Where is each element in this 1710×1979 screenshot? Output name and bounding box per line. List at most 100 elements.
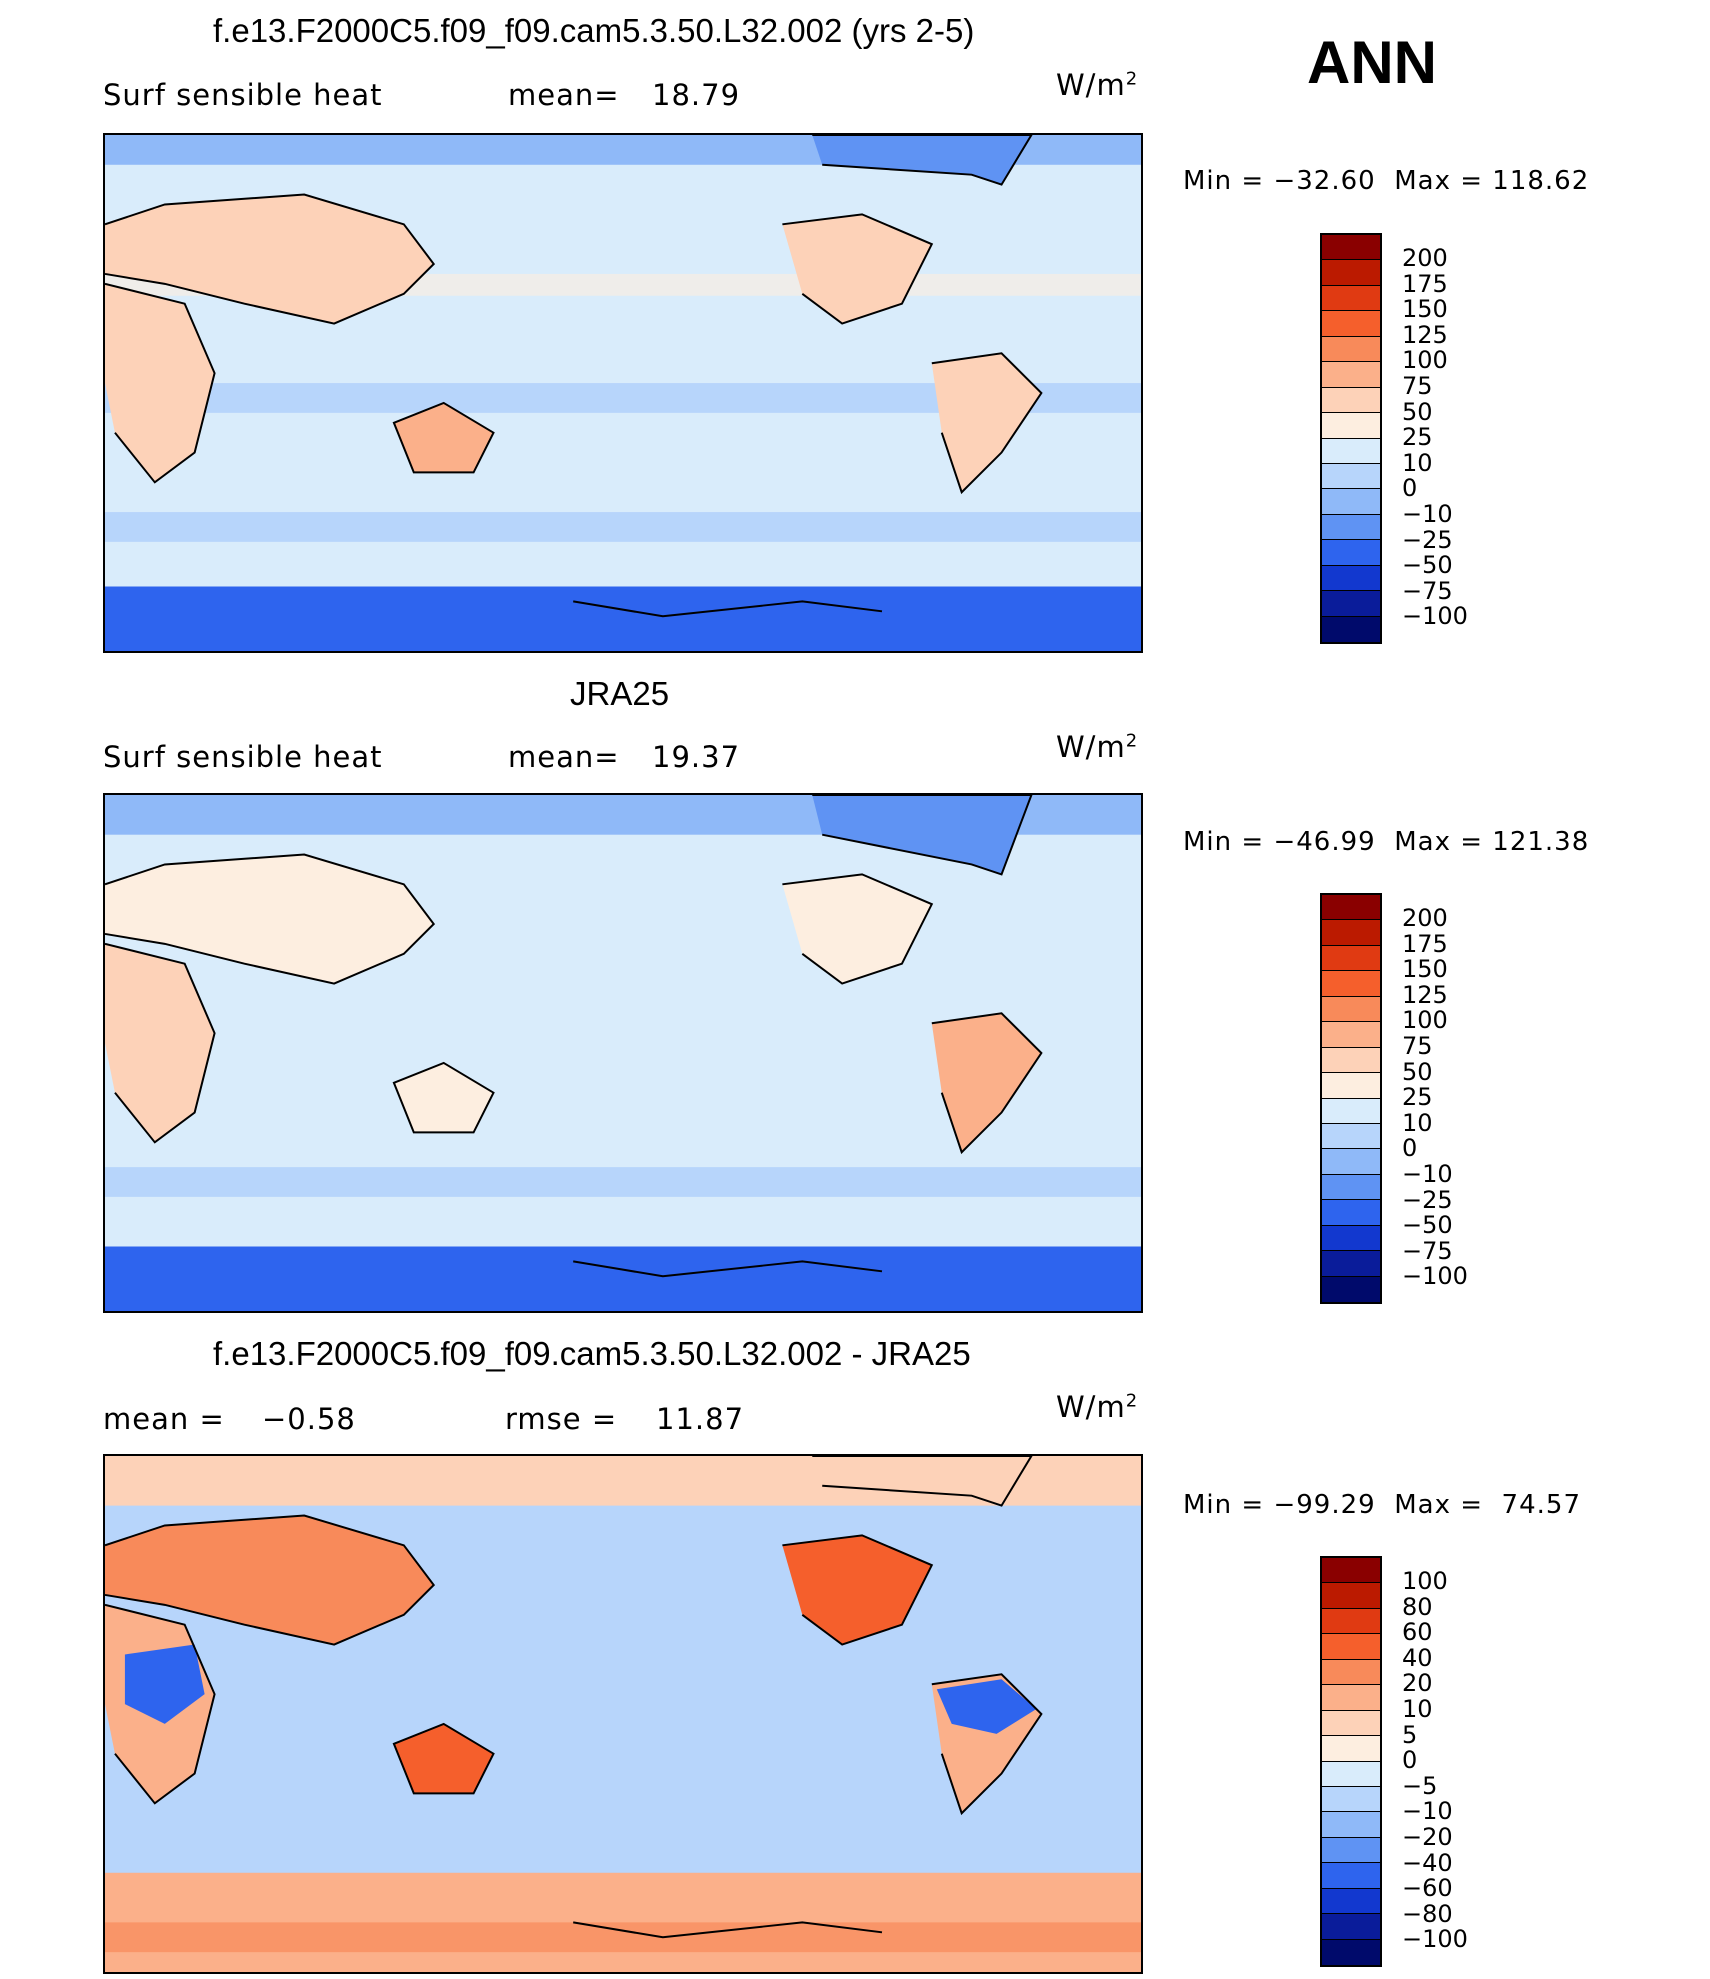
colorbar-swatch [1322,1174,1380,1201]
colorbar-swatch [1322,285,1380,312]
colorbar-swatch [1322,1225,1380,1252]
panel2-variable-label: Surf sensible heat [103,740,383,774]
colorbar-swatch [1322,1251,1380,1277]
colorbar-swatch [1322,616,1380,642]
panel1-colorbar-labels: 200 175 150 125 100 75 50 25 10 0 −10 −25 −50 −75 −100 [1402,244,1468,630]
panel3-colorbar [1320,1556,1382,1967]
colorbar-swatch [1322,1047,1380,1074]
colorbar-swatch [1322,1710,1380,1737]
colorbar-swatch [1322,1200,1380,1226]
colorbar-tick-label: 125 [1402,320,1448,349]
colorbar-tick-label: 100 [1402,346,1448,375]
colorbar-swatch [1322,895,1380,921]
colorbar-tick-label: −10 [1402,1797,1453,1826]
colorbar-tick-label: −25 [1402,525,1453,554]
panel2-mean-label: mean= [508,740,620,774]
colorbar-swatch [1322,1149,1380,1175]
panel2-units: W/m2 [1056,730,1139,764]
panel2-mean-value: 19.37 [652,740,741,774]
colorbar-swatch [1322,1685,1380,1711]
colorbar-tick-label: −50 [1402,1211,1453,1240]
colorbar-swatch [1322,971,1380,997]
colorbar-tick-label: 0 [1402,474,1418,503]
season-label: ANN [1307,29,1437,96]
panel1-mean-value: 18.79 [652,78,741,112]
panel3-min-max: Min = −99.29 Max = 74.57 [1183,1490,1581,1520]
colorbar-tick-label: 100 [1402,1567,1448,1595]
colorbar-tick-label: 200 [1402,904,1448,932]
colorbar-tick-label: −20 [1402,1822,1453,1851]
colorbar-swatch [1322,1812,1380,1838]
colorbar-swatch [1322,514,1380,541]
panel3-title: f.e13.F2000C5.f09_f09.cam5.3.50.L32.002 … [213,1335,971,1372]
colorbar-swatch [1322,463,1380,490]
colorbar-tick-label: 60 [1402,1618,1433,1647]
colorbar-tick-label: 25 [1402,423,1433,452]
panel1-mean-label: mean= [508,78,620,112]
panel3-map [103,1454,1143,1974]
colorbar-tick-label: 10 [1402,1108,1433,1137]
colorbar-tick-label: 0 [1402,1134,1418,1163]
panel3-units: W/m2 [1056,1390,1139,1424]
colorbar-swatch [1322,1022,1380,1048]
colorbar-swatch [1322,1558,1380,1584]
colorbar-tick-label: −60 [1402,1874,1453,1903]
panel2-colorbar [1320,893,1382,1304]
colorbar-swatch [1322,1583,1380,1609]
colorbar-swatch [1322,540,1380,566]
colorbar-tick-label: 150 [1402,955,1448,984]
colorbar-tick-label: 40 [1402,1643,1433,1672]
colorbar-tick-label: 5 [1402,1720,1418,1749]
colorbar-tick-label: −75 [1402,1236,1453,1265]
panel1-colorbar [1320,233,1382,644]
colorbar-tick-label: 175 [1402,269,1448,298]
panel3-colorbar-labels: 100 80 60 40 20 10 5 0 −5 −10 −20 −40 −60 −80 −100 [1402,1567,1468,1954]
colorbar-swatch [1322,1608,1380,1635]
panel2-title: JRA25 [570,675,670,712]
colorbar-swatch [1322,1098,1380,1124]
colorbar-tick-label: 150 [1402,295,1448,324]
colorbar-swatch [1322,260,1380,286]
colorbar-swatch [1322,1659,1380,1686]
colorbar-swatch [1322,311,1380,337]
colorbar-swatch [1322,489,1380,515]
panel1-units: W/m2 [1056,68,1139,102]
colorbar-tick-label: 25 [1402,1083,1433,1112]
colorbar-swatch [1322,945,1380,972]
colorbar-tick-label: −25 [1402,1185,1453,1214]
panel2-map [103,793,1143,1313]
colorbar-tick-label: 50 [1402,1057,1433,1086]
colorbar-swatch [1322,920,1380,946]
colorbar-tick-label: −10 [1402,499,1453,528]
colorbar-tick-label: −50 [1402,551,1453,580]
panel3-mean-value: −0.58 [262,1402,356,1436]
colorbar-tick-label: −100 [1402,1262,1468,1291]
colorbar-tick-label: −5 [1402,1771,1438,1800]
colorbar-tick-label: −40 [1402,1848,1453,1877]
colorbar-swatch [1322,1863,1380,1889]
panel3-rmse-label: rmse = [505,1402,618,1436]
colorbar-tick-label: −100 [1402,1925,1468,1954]
colorbar-swatch [1322,1073,1380,1099]
panel3-mean-label: mean = [103,1402,225,1436]
colorbar-swatch [1322,413,1380,439]
colorbar-tick-label: 200 [1402,244,1448,272]
colorbar-swatch [1322,1888,1380,1915]
colorbar-swatch [1322,1786,1380,1813]
colorbar-tick-label: −75 [1402,576,1453,605]
panel1-title: f.e13.F2000C5.f09_f09.cam5.3.50.L32.002 … [213,12,975,49]
colorbar-swatch [1322,1736,1380,1762]
colorbar-swatch [1322,591,1380,617]
colorbar-tick-label: 75 [1402,1031,1433,1060]
colorbar-tick-label: 10 [1402,1694,1433,1723]
colorbar-tick-label: 50 [1402,397,1433,426]
colorbar-swatch [1322,336,1380,363]
colorbar-swatch [1322,438,1380,464]
panel2-min-max: Min = −46.99 Max = 121.38 [1183,827,1590,857]
colorbar-tick-label: 20 [1402,1669,1433,1698]
colorbar-tick-label: 75 [1402,371,1433,400]
colorbar-swatch [1322,1123,1380,1150]
colorbar-swatch [1322,235,1380,261]
colorbar-swatch [1322,1914,1380,1940]
colorbar-swatch [1322,996,1380,1023]
